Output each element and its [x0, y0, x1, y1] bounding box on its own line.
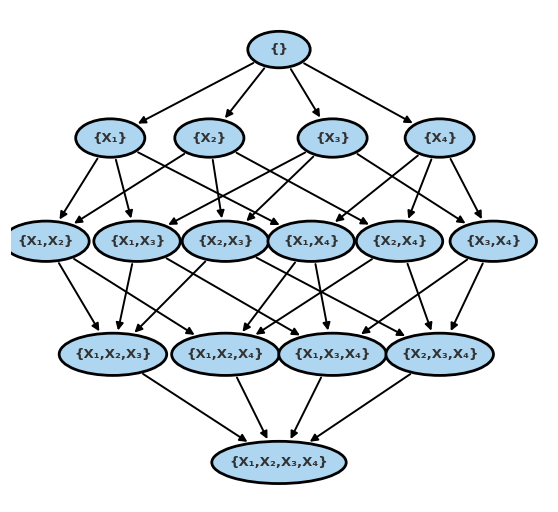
Ellipse shape — [298, 119, 367, 157]
Ellipse shape — [182, 221, 268, 262]
Text: {X₁,X₂,X₄}: {X₁,X₂,X₄} — [186, 348, 264, 361]
Text: {X₃}: {X₃} — [315, 132, 350, 144]
Text: {X₁,X₄}: {X₁,X₄} — [283, 235, 339, 248]
Ellipse shape — [279, 333, 386, 375]
Text: {}: {} — [270, 43, 288, 56]
Ellipse shape — [172, 333, 279, 375]
Ellipse shape — [175, 119, 244, 157]
Text: {X₃,X₄}: {X₃,X₄} — [465, 235, 521, 248]
Ellipse shape — [94, 221, 180, 262]
Ellipse shape — [386, 333, 493, 375]
Text: {X₂,X₄}: {X₂,X₄} — [371, 235, 428, 248]
Ellipse shape — [268, 221, 354, 262]
Text: {X₁,X₃}: {X₁,X₃} — [109, 235, 165, 248]
Text: {X₁,X₃,X₄}: {X₁,X₃,X₄} — [294, 348, 371, 361]
Ellipse shape — [76, 119, 145, 157]
Text: {X₂}: {X₂} — [192, 132, 227, 144]
Text: {X₁,X₂}: {X₁,X₂} — [18, 235, 74, 248]
Ellipse shape — [59, 333, 167, 375]
Ellipse shape — [248, 31, 310, 68]
Text: {X₁}: {X₁} — [93, 132, 128, 144]
Ellipse shape — [405, 119, 474, 157]
Text: {X₂,X₃}: {X₂,X₃} — [198, 235, 253, 248]
Text: {X₄}: {X₄} — [422, 132, 457, 144]
Text: {X₁,X₂,X₃,X₄}: {X₁,X₂,X₃,X₄} — [230, 456, 328, 469]
Ellipse shape — [212, 441, 346, 483]
Ellipse shape — [3, 221, 89, 262]
Text: {X₁,X₂,X₃}: {X₁,X₂,X₃} — [74, 348, 152, 361]
Ellipse shape — [450, 221, 536, 262]
Text: {X₂,X₃,X₄}: {X₂,X₃,X₄} — [401, 348, 478, 361]
Ellipse shape — [357, 221, 442, 262]
